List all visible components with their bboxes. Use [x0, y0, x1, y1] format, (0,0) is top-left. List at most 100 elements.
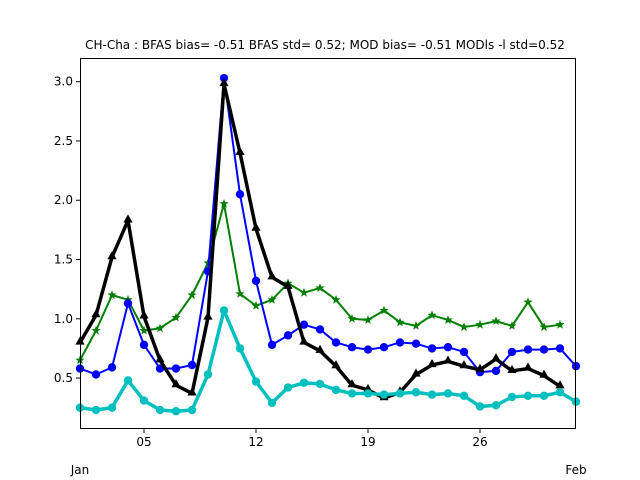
data-point: [235, 146, 245, 155]
data-point: [507, 321, 517, 330]
data-point: [123, 299, 133, 308]
data-point: [171, 312, 181, 322]
data-point: [555, 319, 565, 329]
data-point: [491, 366, 501, 376]
data-point: [299, 320, 309, 329]
data-point: [427, 310, 437, 320]
data-point: [235, 289, 245, 298]
data-point: [91, 405, 101, 415]
data-point: [251, 222, 261, 231]
data-point: [251, 377, 261, 386]
data-point: [219, 198, 229, 208]
data-point: [331, 385, 341, 395]
data-point: [91, 309, 101, 318]
y-tick-label: 2.0: [54, 193, 73, 207]
data-point: [379, 343, 389, 352]
data-point: [331, 360, 341, 369]
data-point: [411, 339, 421, 348]
data-point: [523, 391, 533, 401]
data-point: [363, 315, 373, 324]
data-point: [139, 310, 149, 319]
data-point: [411, 388, 421, 397]
data-point: [395, 389, 405, 398]
data-point: [475, 363, 485, 372]
series-2: [75, 78, 565, 401]
data-point: [267, 295, 277, 304]
data-point: [507, 392, 517, 402]
data-point: [459, 360, 469, 369]
data-point: [411, 321, 421, 330]
data-point: [171, 364, 181, 373]
data-point: [107, 251, 117, 260]
data-point: [379, 305, 389, 315]
data-point: [523, 345, 533, 354]
data-point: [123, 376, 133, 385]
data-point: [219, 306, 229, 315]
data-point: [459, 322, 469, 331]
data-point: [315, 344, 325, 353]
data-point: [507, 347, 517, 357]
data-point: [315, 379, 325, 389]
data-point: [235, 344, 245, 353]
data-point: [443, 389, 453, 398]
data-point: [539, 345, 549, 354]
data-point: [523, 362, 533, 371]
data-point: [187, 290, 197, 299]
data-point: [363, 345, 373, 354]
data-point: [347, 389, 357, 398]
y-tick-label: 1.0: [54, 312, 73, 326]
data-point: [123, 214, 133, 223]
data-point: [539, 322, 549, 331]
data-point: [395, 338, 405, 347]
data-point: [91, 370, 101, 379]
data-point: [555, 344, 565, 353]
data-point: [475, 319, 485, 329]
data-point: [251, 276, 261, 286]
y-tick-label: 0.5: [54, 371, 73, 385]
data-point: [443, 343, 453, 352]
data-point: [107, 403, 117, 412]
data-point: [347, 379, 357, 388]
x-tick-label: 26: [472, 435, 487, 449]
y-axis: 0.5 1.0 1.5 2.0 2.5 3.0: [54, 75, 80, 385]
data-point: [283, 331, 293, 340]
data-point: [155, 354, 165, 363]
data-point: [427, 390, 437, 399]
data-point: [283, 280, 293, 289]
data-point: [267, 398, 277, 408]
data-point: [427, 344, 437, 353]
y-tick-label: 2.5: [54, 134, 73, 148]
data-point: [331, 338, 341, 347]
data-point: [299, 287, 309, 297]
data-point: [347, 313, 357, 323]
chart-title: CH-Cha : BFAS bias= -0.51 BFAS std= 0.52…: [85, 38, 565, 52]
data-point: [491, 353, 501, 362]
data-point: [427, 358, 437, 368]
data-point: [235, 190, 245, 199]
data-point: [443, 355, 453, 364]
data-point: [187, 405, 197, 415]
data-point: [491, 401, 501, 410]
data-point: [539, 391, 549, 401]
data-point: [139, 340, 149, 350]
data-point: [203, 311, 213, 320]
y-tick-label: 1.5: [54, 253, 73, 267]
x-tick-label: 05: [136, 435, 151, 449]
data-point: [331, 295, 341, 304]
data-point: [267, 340, 277, 350]
data-point: [507, 364, 517, 374]
data-point: [187, 360, 197, 370]
plot-frame: [80, 58, 576, 429]
data-point: [475, 402, 485, 411]
data-point: [283, 383, 293, 392]
data-point: [363, 389, 373, 398]
data-point: [107, 363, 117, 372]
data-point: [555, 388, 565, 397]
data-point: [523, 297, 533, 307]
data-point: [491, 316, 501, 326]
data-point: [395, 317, 405, 327]
data-point: [171, 407, 181, 416]
data-point: [555, 380, 565, 389]
series-3: [75, 306, 581, 416]
